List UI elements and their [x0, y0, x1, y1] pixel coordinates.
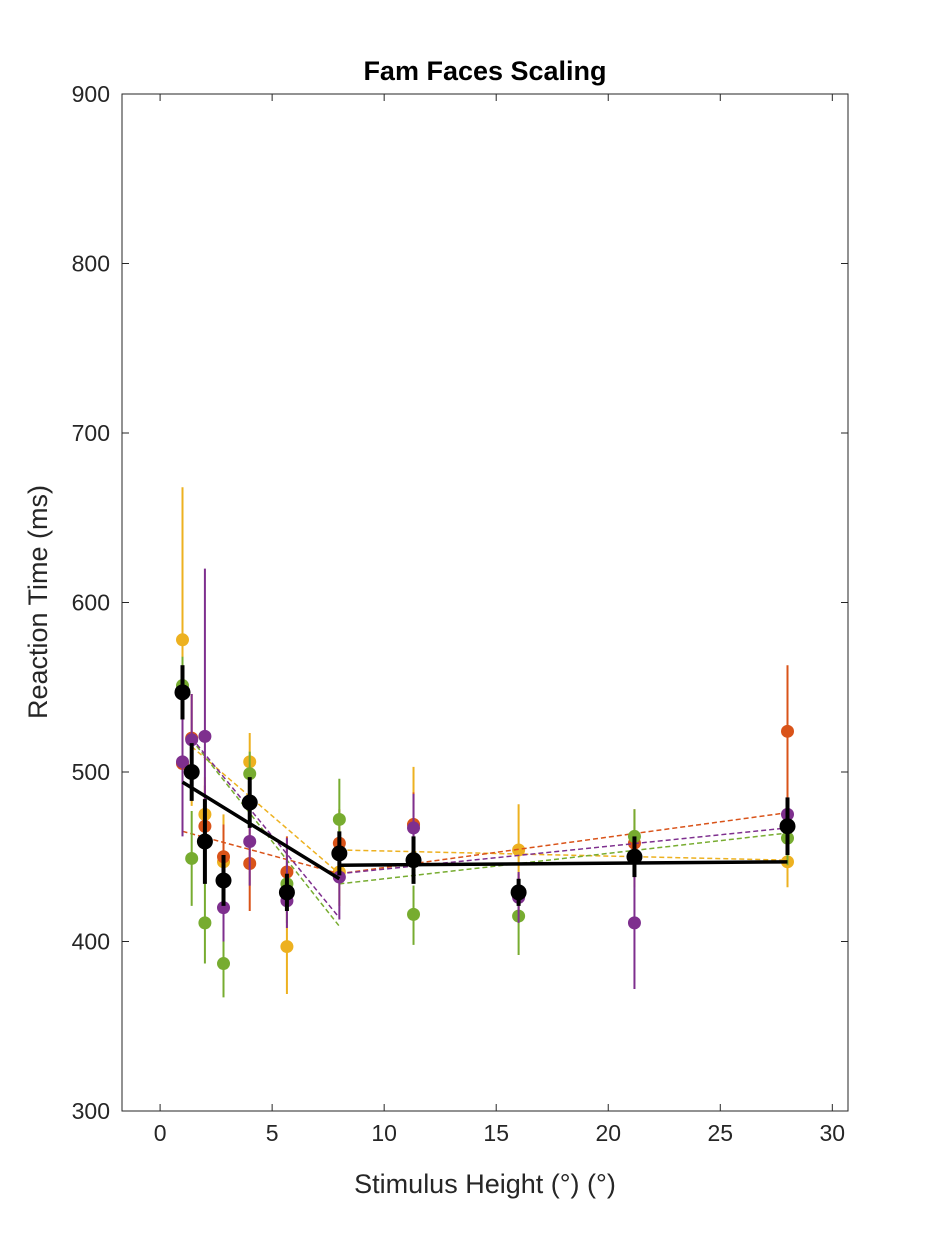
data-point [176, 633, 189, 647]
x-tick-label: 5 [266, 1120, 279, 1146]
data-point [217, 957, 231, 971]
chart-title: Fam Faces Scaling [363, 56, 606, 86]
y-axis-label: Reaction Time (ms) [23, 485, 53, 719]
data-point [405, 852, 422, 869]
data-point [174, 684, 191, 701]
x-tick-label: 10 [371, 1120, 397, 1146]
data-point [217, 901, 231, 915]
data-point [779, 818, 796, 835]
x-axis-label: Stimulus Height (°) (°) [354, 1169, 616, 1199]
data-point [278, 884, 295, 901]
data-point [185, 851, 199, 865]
data-point [198, 729, 212, 743]
fit-line [191, 737, 340, 919]
data-point [243, 834, 257, 848]
marks-layer [174, 487, 796, 998]
data-point [332, 812, 346, 826]
y-tick-label: 700 [72, 420, 110, 446]
data-point [781, 724, 794, 738]
x-tick-label: 0 [154, 1120, 167, 1146]
data-point [510, 884, 527, 901]
data-point [241, 794, 258, 811]
y-tick-label: 500 [72, 759, 110, 785]
fit-line [191, 746, 340, 875]
y-axis: 300 400 500 600 700 800 900 [72, 81, 848, 1124]
y-tick-label: 900 [72, 81, 110, 107]
x-tick-label: 15 [483, 1120, 509, 1146]
data-point [331, 845, 348, 862]
x-tick-label: 30 [820, 1120, 846, 1146]
series-4 [174, 665, 796, 911]
data-point [185, 733, 199, 747]
data-point [627, 916, 641, 930]
y-tick-label: 800 [72, 251, 110, 277]
data-point [407, 821, 421, 835]
plot-background [122, 94, 848, 1111]
data-point [176, 755, 189, 769]
y-tick-label: 400 [72, 929, 110, 955]
data-point [626, 848, 643, 865]
data-point [243, 767, 257, 781]
fit-line [181, 780, 341, 881]
x-tick-label: 25 [707, 1120, 733, 1146]
data-point [198, 916, 212, 930]
data-point [280, 940, 294, 954]
data-point [215, 872, 232, 889]
data-point [196, 833, 213, 850]
data-point [407, 907, 421, 921]
y-tick-label: 300 [72, 1098, 110, 1124]
x-axis: 0 5 10 15 20 25 30 [154, 94, 845, 1146]
data-point [183, 764, 200, 780]
y-tick-label: 600 [72, 590, 110, 616]
x-tick-label: 20 [595, 1120, 621, 1146]
